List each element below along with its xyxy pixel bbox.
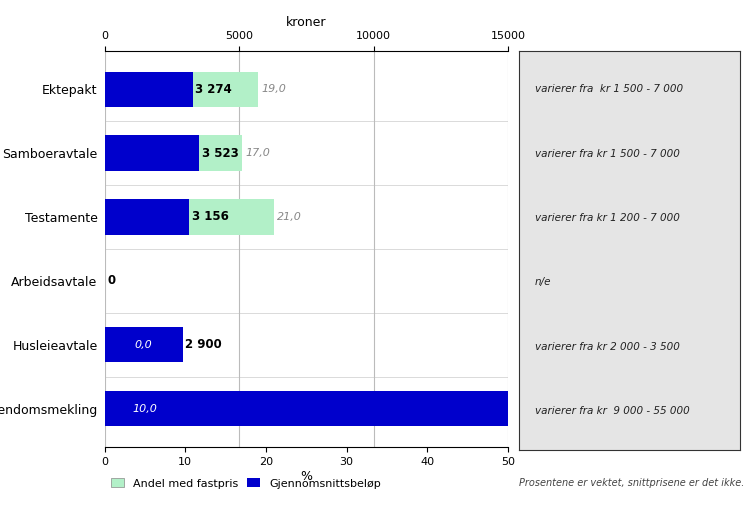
Bar	[105, 136, 199, 171]
Text: varierer fra kr 1 500 - 7 000: varierer fra kr 1 500 - 7 000	[535, 149, 680, 158]
Bar	[105, 72, 258, 107]
Text: 17,0: 17,0	[245, 148, 270, 158]
Text: varierer fra kr 1 200 - 7 000: varierer fra kr 1 200 - 7 000	[535, 213, 680, 223]
Text: 0,0: 0,0	[134, 340, 152, 350]
Text: varierer fra kr 2 000 - 3 500: varierer fra kr 2 000 - 3 500	[535, 342, 680, 352]
Text: 17 872: 17 872	[537, 402, 582, 415]
Legend: Andel med fastpris, Gjennomsnittsbeløp: Andel med fastpris, Gjennomsnittsbeløp	[106, 473, 385, 493]
Bar	[105, 391, 185, 426]
Bar	[105, 72, 193, 107]
Text: Prosentene er vektet, snittprisene er det ikke.: Prosentene er vektet, snittprisene er de…	[519, 478, 745, 488]
Text: n/e: n/e	[535, 277, 551, 288]
X-axis label: %: %	[300, 469, 312, 483]
X-axis label: kroner: kroner	[286, 16, 326, 28]
Text: varierer fra kr  9 000 - 55 000: varierer fra kr 9 000 - 55 000	[535, 406, 689, 416]
Bar	[105, 327, 182, 362]
Bar	[105, 199, 190, 235]
Text: varierer fra  kr 1 500 - 7 000: varierer fra kr 1 500 - 7 000	[535, 84, 683, 94]
Bar	[105, 136, 242, 171]
Bar	[105, 391, 585, 426]
Text: 21,0: 21,0	[277, 212, 302, 222]
Text: 10,0: 10,0	[132, 404, 158, 414]
Text: 3 156: 3 156	[192, 210, 229, 224]
Text: 3 274: 3 274	[195, 83, 232, 96]
Text: 19,0: 19,0	[261, 84, 286, 94]
Bar	[105, 199, 274, 235]
Text: 0: 0	[107, 274, 115, 288]
Text: 3 523: 3 523	[202, 146, 238, 160]
Text: 2 900: 2 900	[185, 338, 222, 352]
